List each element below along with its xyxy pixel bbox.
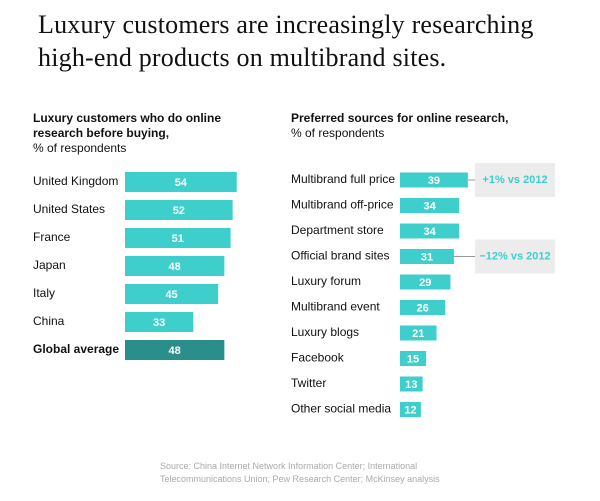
- bar: [125, 312, 194, 332]
- value-label: 33: [153, 317, 165, 329]
- bar: [400, 376, 423, 392]
- bar: [125, 200, 233, 220]
- bar: [125, 284, 219, 304]
- annotation: −12% vs 2012: [479, 250, 550, 262]
- category-label: Facebook: [291, 351, 345, 365]
- annotation-box: [475, 239, 555, 274]
- annotation: +1% vs 2012: [482, 174, 547, 186]
- value-label: 29: [419, 277, 431, 289]
- category-label: Luxury blogs: [291, 325, 359, 339]
- category-label: United States: [33, 202, 105, 216]
- category-label: Japan: [33, 258, 66, 272]
- value-label: 48: [169, 345, 181, 357]
- value-label: 48: [169, 261, 181, 273]
- category-label: Multibrand off-price: [291, 198, 394, 212]
- category-label: Italy: [33, 286, 55, 300]
- bar: [400, 223, 460, 239]
- value-label: 34: [423, 226, 436, 238]
- bar: [400, 249, 454, 264]
- category-label: Other social media: [291, 402, 391, 416]
- category-label: Official brand sites: [291, 249, 390, 263]
- category-label: Global average: [33, 342, 119, 356]
- main-title: Luxury customers are increasingly resear…: [38, 10, 534, 72]
- bar: [400, 300, 446, 315]
- chart-subtitle: % of respondents: [291, 126, 385, 140]
- chart-title: Luxury customers who do online research …: [33, 111, 222, 140]
- bar: [400, 172, 468, 188]
- bar: [125, 172, 237, 192]
- category-label: Luxury forum: [291, 274, 361, 288]
- bar: [125, 256, 225, 276]
- value-label: 31: [421, 251, 433, 263]
- value-label: 26: [416, 302, 428, 314]
- category-label: Multibrand full price: [291, 172, 395, 186]
- bar: [125, 340, 225, 360]
- value-label: 15: [407, 353, 419, 365]
- bar: [400, 402, 421, 417]
- category-label: Department store: [291, 223, 384, 237]
- value-label: 12: [404, 404, 416, 416]
- value-label: 13: [405, 379, 417, 391]
- value-label: 21: [412, 328, 424, 340]
- source: Source: China Internet Network Informati…: [160, 461, 440, 484]
- chart-subtitle: % of respondents: [33, 141, 127, 155]
- value-label: 39: [428, 175, 440, 187]
- bar: [400, 198, 460, 213]
- category-label: United Kingdom: [33, 174, 118, 188]
- category-label: Multibrand event: [291, 300, 380, 314]
- value-label: 34: [423, 200, 436, 212]
- value-label: 52: [173, 205, 185, 217]
- category-label: Twitter: [291, 376, 326, 390]
- value-label: 54: [175, 177, 188, 189]
- bar: [125, 228, 231, 248]
- category-label: France: [33, 230, 71, 244]
- bar: [400, 274, 451, 290]
- annotation-box: [475, 163, 555, 197]
- value-label: 51: [172, 233, 184, 245]
- bar: [400, 351, 427, 366]
- category-label: China: [33, 314, 65, 328]
- chart-title: Preferred sources for online research,: [291, 111, 509, 125]
- value-label: 45: [165, 289, 177, 301]
- bar: [400, 325, 437, 341]
